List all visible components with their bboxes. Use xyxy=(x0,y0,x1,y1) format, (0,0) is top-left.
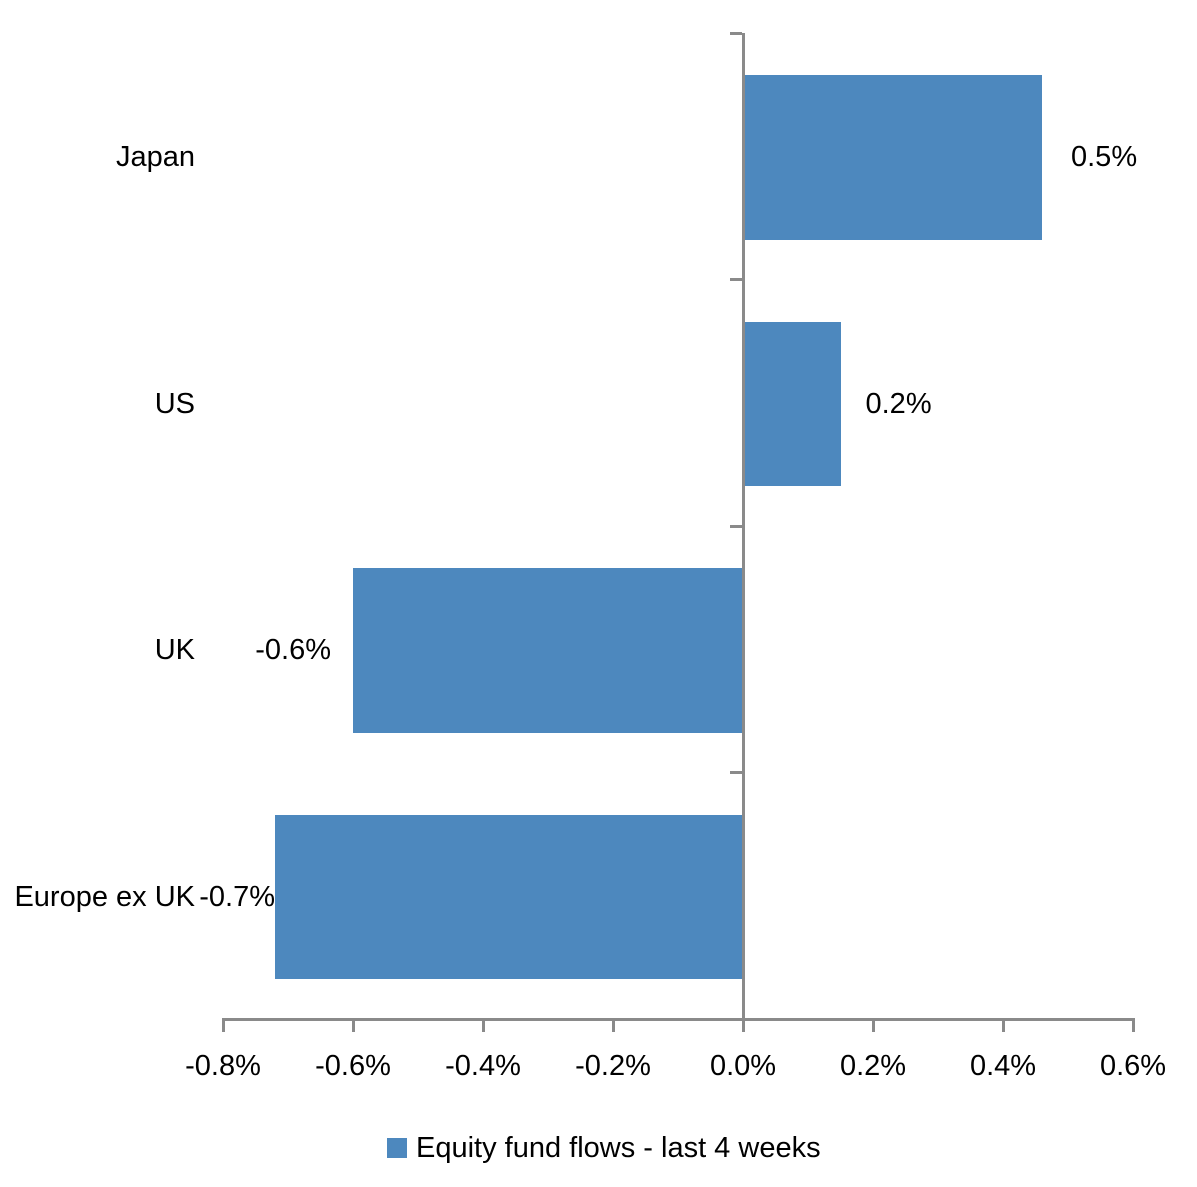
category-axis-tick xyxy=(729,771,742,774)
value-label-uk: -0.6% xyxy=(255,634,331,667)
x-axis-tick-label: -0.8% xyxy=(185,1050,261,1082)
category-axis-line xyxy=(741,33,745,1032)
category-label-uk: UK xyxy=(154,634,195,667)
chart-legend: Equity fund flows - last 4 weeks xyxy=(387,1131,821,1165)
legend-label: Equity fund flows - last 4 weeks xyxy=(416,1132,821,1164)
x-axis-tick-label: 0.4% xyxy=(969,1050,1037,1082)
x-axis-tick xyxy=(481,1017,485,1032)
bar-japan xyxy=(744,75,1042,240)
x-axis-tick xyxy=(611,1017,615,1032)
x-axis-tick xyxy=(351,1017,355,1032)
x-axis-tick xyxy=(1001,1017,1005,1032)
legend-marker xyxy=(387,1138,407,1158)
x-axis-tick-label: 0.6% xyxy=(1099,1050,1167,1082)
category-label-europe-ex-uk: Europe ex UK xyxy=(14,880,195,913)
category-label-us: US xyxy=(154,387,195,420)
x-axis-tick xyxy=(741,1017,745,1032)
x-axis-tick xyxy=(1131,1017,1135,1032)
category-axis-tick xyxy=(729,278,742,281)
x-axis-line xyxy=(221,1017,1135,1021)
x-axis-tick-label: -0.2% xyxy=(575,1050,651,1082)
value-label-us: 0.2% xyxy=(865,387,932,420)
value-label-europe-ex-uk: -0.7% xyxy=(199,880,275,913)
x-axis-tick xyxy=(221,1017,225,1032)
x-axis-tick-label: 0.2% xyxy=(839,1050,907,1082)
x-axis-tick-label: -0.6% xyxy=(315,1050,391,1082)
x-axis-tick-label: 0.0% xyxy=(709,1050,777,1082)
bar-uk xyxy=(353,568,742,733)
value-label-japan: 0.5% xyxy=(1071,141,1138,174)
x-axis-tick xyxy=(871,1017,875,1032)
bar-us xyxy=(744,321,841,486)
x-axis-tick-label: -0.4% xyxy=(445,1050,521,1082)
category-axis-tick xyxy=(729,31,742,35)
category-label-japan: Japan xyxy=(115,141,195,174)
category-axis-tick xyxy=(729,524,742,528)
bar-europe-ex-uk xyxy=(275,814,742,979)
